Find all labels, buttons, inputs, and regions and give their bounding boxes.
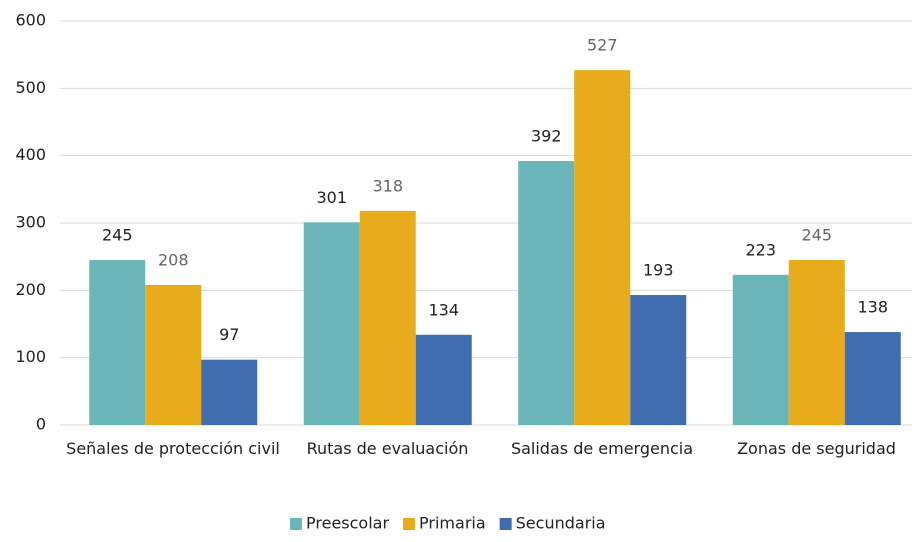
bar	[732, 274, 789, 425]
data-label: 223	[745, 240, 776, 259]
bar	[415, 334, 472, 425]
bar	[844, 332, 901, 425]
data-label: 527	[587, 36, 618, 55]
y-tick-label: 200	[15, 280, 46, 299]
legend-swatch	[290, 518, 302, 530]
data-label: 301	[316, 188, 347, 207]
data-label: 97	[219, 325, 239, 344]
data-label: 392	[531, 127, 562, 146]
x-tick-label: Señales de protección civil	[66, 439, 280, 458]
y-tick-label: 0	[36, 415, 46, 434]
legend-label: Primaria	[419, 514, 486, 533]
legend-label: Secundaria	[516, 514, 606, 533]
y-tick-label: 300	[15, 213, 46, 232]
bar	[89, 260, 146, 425]
bar	[303, 222, 360, 425]
bar	[145, 284, 202, 425]
y-tick-label: 400	[15, 145, 46, 164]
data-label: 318	[372, 176, 403, 195]
x-tick-label: Rutas de evaluación	[306, 439, 469, 458]
y-tick-label: 600	[15, 11, 46, 30]
bar	[201, 359, 258, 425]
data-label: 208	[158, 250, 189, 269]
bar	[788, 260, 845, 425]
y-tick-label: 500	[15, 78, 46, 97]
bar	[630, 295, 687, 425]
data-label: 245	[801, 226, 832, 245]
bar	[359, 210, 416, 425]
data-label: 134	[428, 300, 459, 319]
legend-swatch	[403, 518, 416, 530]
bar	[518, 161, 575, 425]
data-label: 138	[857, 298, 888, 317]
x-tick-label: Zonas de seguridad	[737, 439, 896, 458]
legend-swatch	[499, 518, 512, 530]
legend-label: Preescolar	[306, 514, 389, 533]
bar	[574, 70, 631, 426]
data-label: 245	[102, 226, 133, 245]
x-tick-label: Salidas de emergencia	[510, 439, 694, 458]
data-label: 193	[643, 261, 674, 280]
y-tick-label: 100	[15, 347, 46, 366]
